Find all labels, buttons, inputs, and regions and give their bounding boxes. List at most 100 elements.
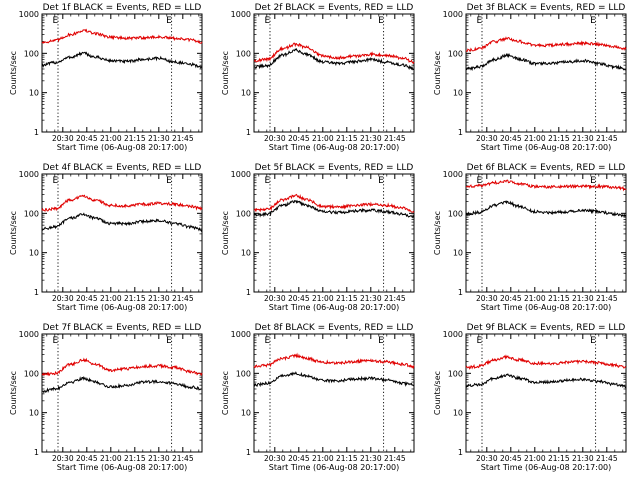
panel-5-ytick-label: 1000 xyxy=(231,170,251,179)
panel-2-marker-label: E xyxy=(265,16,271,26)
panel-3-marker-label: E xyxy=(477,16,483,26)
panel-4-events-series xyxy=(41,212,203,233)
panel-8-events-series xyxy=(253,371,415,388)
panel-7-lld-series xyxy=(41,357,203,377)
panel-5-xtick-label: 21:15 xyxy=(336,294,358,303)
panel-5-ytick-label: 100 xyxy=(236,209,251,218)
panel-4-marker-label: E xyxy=(53,176,59,186)
panel-7-ytick-label: 1 xyxy=(34,448,39,457)
panel-4-ytick-label: 10 xyxy=(29,249,39,258)
panel-8-ytick-label: 10 xyxy=(241,409,251,418)
panel-1-xlabel: Start Time (06-Aug-08 20:17:00) xyxy=(57,143,188,152)
panel-3-xtick-label: 20:30 xyxy=(476,134,498,143)
panel-7-events-series xyxy=(41,375,203,394)
panel-9-xlabel: Start Time (06-Aug-08 20:17:00) xyxy=(481,463,612,472)
panel-6-xtick-label: 20:30 xyxy=(476,294,498,303)
panel-7-xtick-label: 21:45 xyxy=(172,454,194,463)
panel-6-xtick-label: 21:15 xyxy=(548,294,570,303)
panel-3-lld-series xyxy=(465,36,627,52)
panel-9-xtick-label: 20:45 xyxy=(500,454,522,463)
panel-9-marker-label: E xyxy=(590,336,596,346)
panel-6-xtick-label: 21:30 xyxy=(572,294,594,303)
panel-7-xtick-label: 21:15 xyxy=(124,454,146,463)
panel-9-lld-series xyxy=(465,354,627,370)
panel-3-events-series xyxy=(465,52,627,72)
panel-9-events-series xyxy=(465,373,627,389)
panel-1-xtick-label: 20:45 xyxy=(76,134,98,143)
panel-4-frame xyxy=(41,173,203,293)
panel-4-xtick-label: 21:15 xyxy=(124,294,146,303)
panel-3-marker-label: E xyxy=(590,16,596,26)
panel-3-ytick-label: 1000 xyxy=(443,10,463,19)
panel-5-xtick-label: 20:45 xyxy=(288,294,310,303)
panel-5-ytick-label: 10 xyxy=(241,249,251,258)
panel-8-ytick-label: 1 xyxy=(246,448,251,457)
panel-2-ylabel: Counts/sec xyxy=(221,51,230,95)
panel-7-marker-label: E xyxy=(166,336,172,346)
panel-5-marker-label: E xyxy=(378,176,384,186)
panel-1-events-series xyxy=(41,51,203,69)
panel-1-xtick-label: 21:00 xyxy=(100,134,122,143)
panel-7-xlabel: Start Time (06-Aug-08 20:17:00) xyxy=(57,463,188,472)
panel-7-xtick-label: 20:45 xyxy=(76,454,98,463)
panel-6-frame xyxy=(465,173,627,293)
panel-2-xtick-label: 20:45 xyxy=(288,134,310,143)
panel-7-title: Det 7f BLACK = Events, RED = LLD xyxy=(43,323,202,333)
panel-8: Det 8f BLACK = Events, RED = LLD 1 10 100 10… xyxy=(221,323,415,472)
panel-9-xtick-label: 20:30 xyxy=(476,454,498,463)
panel-2-xtick-label: 21:15 xyxy=(336,134,358,143)
panel-4-ylabel: Counts/sec xyxy=(9,211,18,255)
panel-2-xtick-label: 21:30 xyxy=(360,134,382,143)
panel-6-events-series xyxy=(465,199,627,218)
panel-2-events-series xyxy=(253,48,415,71)
panel-9: Det 9f BLACK = Events, RED = LLD 1 10 100 10… xyxy=(433,323,627,472)
panel-4-xtick-label: 20:45 xyxy=(76,294,98,303)
panel-6-ytick-label: 1 xyxy=(458,288,463,297)
panel-5-xtick-label: 21:45 xyxy=(384,294,406,303)
panel-8-xtick-label: 21:30 xyxy=(360,454,382,463)
panel-7-ylabel: Counts/sec xyxy=(9,371,18,415)
panel-6-lld-series xyxy=(465,179,627,192)
panel-9-xtick-label: 21:45 xyxy=(596,454,618,463)
panel-9-frame xyxy=(465,333,627,453)
panel-3: Det 3f BLACK = Events, RED = LLD 1 10 100 10… xyxy=(433,3,627,152)
panel-4-ytick-label: 1000 xyxy=(19,170,39,179)
panel-4-ytick-label: 100 xyxy=(24,209,39,218)
panel-3-title: Det 3f BLACK = Events, RED = LLD xyxy=(467,3,626,13)
panel-4-xlabel: Start Time (06-Aug-08 20:17:00) xyxy=(57,303,188,312)
panel-2-marker-label: E xyxy=(378,16,384,26)
panel-7-xtick-label: 21:30 xyxy=(148,454,170,463)
panel-8-ytick-label: 1000 xyxy=(231,330,251,339)
panel-6-marker-label: E xyxy=(477,176,483,186)
panel-1-ytick-label: 100 xyxy=(24,49,39,58)
panel-3-ytick-label: 100 xyxy=(448,49,463,58)
panel-6-ytick-label: 10 xyxy=(453,249,463,258)
panel-1-marker-label: E xyxy=(53,16,59,26)
panel-2-ytick-label: 100 xyxy=(236,49,251,58)
panel-1-xtick-label: 21:45 xyxy=(172,134,194,143)
panel-4-title: Det 4f BLACK = Events, RED = LLD xyxy=(43,163,202,173)
panel-8-ytick-label: 100 xyxy=(236,369,251,378)
panel-9-ytick-label: 100 xyxy=(448,369,463,378)
panel-1-ylabel: Counts/sec xyxy=(9,51,18,95)
panel-1: Det 1f BLACK = Events, RED = LLD 1 10 100 10… xyxy=(9,3,203,152)
panel-1-xtick-label: 20:30 xyxy=(52,134,74,143)
panel-5-ytick-label: 1 xyxy=(246,288,251,297)
panel-1-ytick-label: 1 xyxy=(34,128,39,137)
panel-9-title: Det 9f BLACK = Events, RED = LLD xyxy=(467,323,626,333)
panel-8-title: Det 8f BLACK = Events, RED = LLD xyxy=(255,323,414,333)
panel-7-ytick-label: 1000 xyxy=(19,330,39,339)
panel-2-title: Det 2f BLACK = Events, RED = LLD xyxy=(255,3,414,13)
panel-5-lld-series xyxy=(253,193,415,213)
panel-6-xlabel: Start Time (06-Aug-08 20:17:00) xyxy=(481,303,612,312)
panel-7-xtick-label: 21:00 xyxy=(100,454,122,463)
panel-3-xtick-label: 21:45 xyxy=(596,134,618,143)
panel-8-xtick-label: 21:15 xyxy=(336,454,358,463)
panel-1-ytick-label: 1000 xyxy=(19,10,39,19)
panel-9-ylabel: Counts/sec xyxy=(433,371,442,415)
panel-4-lld-series xyxy=(41,194,203,212)
panel-4-xtick-label: 21:30 xyxy=(148,294,170,303)
panel-7-xtick-label: 20:30 xyxy=(52,454,74,463)
panel-6-xtick-label: 21:45 xyxy=(596,294,618,303)
panel-5-ylabel: Counts/sec xyxy=(221,211,230,255)
